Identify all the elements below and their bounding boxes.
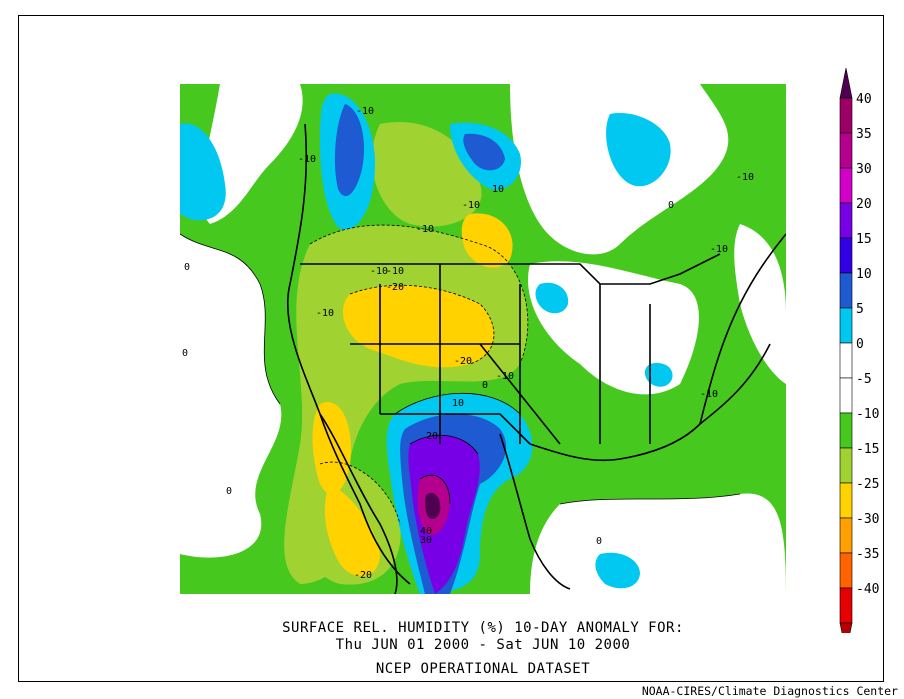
wet-hudson-blue bbox=[463, 133, 505, 171]
map-dataset: NCEP OPERATIONAL DATASET bbox=[375, 661, 591, 677]
contour-label: -10 bbox=[386, 266, 404, 277]
wet-texas-peak bbox=[425, 492, 441, 520]
legend-tick-label: 35 bbox=[856, 127, 872, 142]
legend-tick-label: 30 bbox=[856, 162, 872, 177]
legend-swatches bbox=[839, 68, 853, 633]
legend-tick-label: 5 bbox=[856, 302, 864, 317]
wet-atlantic-small bbox=[644, 363, 673, 387]
wet-pacific bbox=[180, 123, 226, 221]
legend-tick-label: -10 bbox=[856, 407, 879, 422]
legend-tick-label: 20 bbox=[856, 197, 872, 212]
legend-swatch bbox=[839, 447, 853, 484]
dry-core-baja bbox=[324, 484, 380, 577]
contour-label: -10 bbox=[736, 172, 754, 183]
map-title: SURFACE REL. HUMIDITY (%) 10-DAY ANOMALY… bbox=[282, 620, 684, 636]
legend-tick-label: 15 bbox=[856, 232, 872, 247]
contours bbox=[180, 224, 741, 525]
neutral-great-lakes bbox=[528, 261, 699, 395]
legend-bottom-arrow bbox=[839, 622, 853, 633]
legend-tick-label: 0 bbox=[856, 337, 864, 352]
legend-swatch bbox=[839, 587, 853, 624]
color-legend: 40 35 30 20 15 10 5 0 -5 -10 -15 -25 -30 -35 -40 bbox=[839, 68, 879, 633]
legend-swatch bbox=[839, 482, 853, 519]
legend-swatch bbox=[839, 552, 853, 589]
map-date-range: Thu JUN 01 2000 - Sat JUN 10 2000 bbox=[335, 637, 631, 653]
legend-tick-label: -5 bbox=[856, 372, 872, 387]
contour-labels: -10 -10 -10 10 -10 -10 -10 -10 -20 -10 -… bbox=[182, 106, 754, 581]
neutral-north bbox=[201, 84, 303, 224]
legend-swatch bbox=[839, 377, 853, 414]
geography-lines bbox=[286, 123, 786, 594]
wet-bc-blue bbox=[334, 104, 365, 197]
legend-swatch bbox=[839, 237, 853, 274]
legend-tick-label: -15 bbox=[856, 442, 879, 457]
contour-label: 0 bbox=[482, 380, 488, 391]
legend-tick-label: -25 bbox=[856, 477, 879, 492]
contour-label: -10 bbox=[356, 106, 374, 117]
contour-label: 0 bbox=[182, 348, 188, 359]
contour-label: -10 bbox=[462, 200, 480, 211]
legend-tick-label: 40 bbox=[856, 92, 872, 107]
legend-swatch bbox=[839, 342, 853, 379]
legend-swatch bbox=[839, 412, 853, 449]
contour-label: 10 bbox=[452, 398, 464, 409]
legend-top-arrow bbox=[839, 68, 853, 99]
wet-quebec bbox=[606, 113, 671, 187]
plot-frame bbox=[18, 15, 884, 682]
dry-core-west bbox=[312, 402, 351, 495]
wet-caribbean bbox=[595, 552, 640, 589]
contour-label: 40 bbox=[420, 526, 432, 537]
contour-label: -10 bbox=[370, 266, 388, 277]
contour-label: -10 bbox=[316, 308, 334, 319]
contour-label: -10 bbox=[496, 371, 514, 382]
contour-label: 0 bbox=[668, 200, 674, 211]
contour-label: -10 bbox=[710, 244, 728, 255]
contour-label: -20 bbox=[386, 282, 404, 293]
contour-label: 30 bbox=[420, 535, 432, 546]
contour-label: 0 bbox=[596, 536, 602, 547]
contour-label: 0 bbox=[226, 486, 232, 497]
contour-label: -10 bbox=[700, 389, 718, 400]
legend-tick-label: -35 bbox=[856, 547, 879, 562]
legend-swatch bbox=[839, 167, 853, 204]
legend-swatch bbox=[839, 97, 853, 134]
legend-ticks: 40 35 30 20 15 10 5 0 -5 -10 -15 -25 -30 -35 -40 bbox=[856, 92, 879, 597]
contour-label: -10 bbox=[416, 224, 434, 235]
neutral-gulf bbox=[530, 493, 786, 594]
contour-label: -20 bbox=[454, 356, 472, 367]
dry-core-canada bbox=[461, 213, 513, 268]
neutral-pacific bbox=[180, 234, 282, 558]
legend-swatch bbox=[839, 517, 853, 554]
contour-label: 10 bbox=[492, 184, 504, 195]
legend-swatch bbox=[839, 202, 853, 239]
legend-swatch bbox=[839, 272, 853, 309]
credit-text: NOAA-CIRES/Climate Diagnostics Center bbox=[641, 684, 898, 698]
dry-band-north bbox=[371, 122, 482, 227]
wet-ohio bbox=[535, 282, 569, 314]
legend-tick-label: 10 bbox=[856, 267, 872, 282]
contour-label: -20 bbox=[354, 570, 372, 581]
neutral-east bbox=[734, 224, 786, 384]
legend-swatch bbox=[839, 307, 853, 344]
legend-swatch bbox=[839, 132, 853, 169]
legend-tick-label: -30 bbox=[856, 512, 879, 527]
legend-tick-label: -40 bbox=[856, 582, 879, 597]
contour-label: 0 bbox=[184, 262, 190, 273]
contour-label: 20 bbox=[426, 431, 438, 442]
humidity-anomaly-map: -10 -10 -10 10 -10 -10 -10 -10 -20 -10 -… bbox=[180, 84, 786, 594]
contour-label: -10 bbox=[298, 154, 316, 165]
